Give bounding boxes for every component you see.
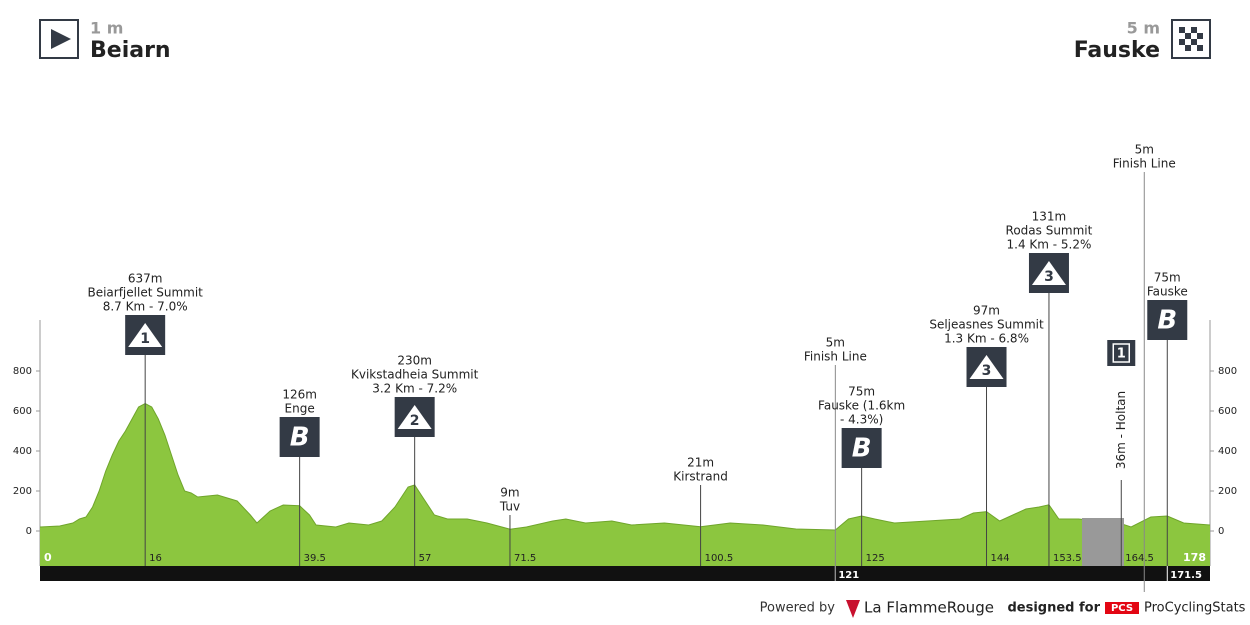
poi-label: Fauske xyxy=(1147,285,1188,299)
poi-label: - 4.3%) xyxy=(840,413,883,427)
start-name: Beiarn xyxy=(90,38,171,63)
poi-label: Tuv xyxy=(499,500,520,514)
start-arrow xyxy=(51,29,71,49)
elevation-line xyxy=(39,403,1211,531)
poi-label: Kirstrand xyxy=(673,470,728,484)
poi-label: Rodas Summit xyxy=(1006,224,1093,238)
designed-for: designed for xyxy=(1007,601,1100,616)
km-label: 0 xyxy=(44,551,52,564)
elevation-area xyxy=(40,403,1210,566)
poi-label: 75m xyxy=(848,385,875,399)
start-icon xyxy=(39,19,79,59)
poi-label: 21m xyxy=(687,456,714,470)
km-label: 39.5 xyxy=(304,553,326,564)
y-tick-label: 0 xyxy=(26,526,32,537)
y-tick-label: 200 xyxy=(13,486,32,497)
bonus-icon: B xyxy=(1157,306,1177,336)
climb-category: 1 xyxy=(140,331,150,347)
poi-icon xyxy=(841,428,882,468)
km-label: 144 xyxy=(991,553,1010,564)
km-label: 178 xyxy=(1183,551,1206,564)
poi-label: Fauske (1.6km xyxy=(818,399,905,413)
km-label-lower: 171.5 xyxy=(1170,570,1202,581)
y-tick-label: 800 xyxy=(13,366,32,377)
flame-logo xyxy=(846,600,860,618)
poi-icon xyxy=(279,417,320,457)
poi-label: 637m xyxy=(128,272,163,286)
y-tick-label: 400 xyxy=(1218,446,1237,457)
km-label: 153.5 xyxy=(1053,553,1082,564)
brand: La FlammeRouge xyxy=(864,599,994,617)
km-label: 71.5 xyxy=(514,553,536,564)
poi-label: 126m xyxy=(282,388,317,402)
y-tick-label: 600 xyxy=(1218,406,1237,417)
bonus-icon: B xyxy=(852,434,872,464)
finish-name: Fauske xyxy=(1074,38,1160,63)
plot: 0 0 200 200 400 400 600 600 800 800 xyxy=(13,320,1237,566)
climb-triangle xyxy=(397,405,432,429)
y-tick-label: 200 xyxy=(1218,486,1237,497)
y-tick-label: 400 xyxy=(13,446,32,457)
y-tick-label: 0 xyxy=(1218,526,1224,537)
climb-triangle xyxy=(128,323,163,347)
poi-label: 1.3 Km - 6.8% xyxy=(944,332,1029,346)
poi-label: 75m xyxy=(1154,271,1181,285)
poi-label: 3.2 Km - 7.2% xyxy=(372,382,457,396)
km-label: 164.5 xyxy=(1125,553,1154,564)
poi-label: Kvikstadheia Summit xyxy=(351,368,479,382)
poi-label: 36m - Holtan xyxy=(1114,391,1128,469)
poi-label: Enge xyxy=(285,402,315,416)
poi-label: 8.7 Km - 7.0% xyxy=(103,300,188,314)
overlay: 0 16 39.5 57 71.5 100.5 125 144 153.5 164.5 178121… xyxy=(44,143,1206,592)
y-tick-label: 800 xyxy=(1218,366,1237,377)
climb-category: 3 xyxy=(982,363,992,379)
km-label: 57 xyxy=(419,553,432,564)
bonus-icon: B xyxy=(290,423,310,453)
poi-label: Finish Line xyxy=(804,350,867,364)
poi-label: 5m xyxy=(826,336,845,350)
distance-bar xyxy=(40,566,1210,581)
circuit-section xyxy=(1082,518,1124,566)
km-label: 125 xyxy=(866,553,885,564)
poi-label: 1.4 Km - 5.2% xyxy=(1007,238,1092,252)
start-altitude: 1 m xyxy=(90,19,123,38)
poi-label: Finish Line xyxy=(1113,157,1176,171)
km-label-lower: 121 xyxy=(838,570,859,581)
climb-category: 2 xyxy=(410,413,420,429)
poi-label: Seljeasnes Summit xyxy=(929,318,1044,332)
poi-label: Beiarfjellet Summit xyxy=(87,286,203,300)
finish-altitude: 5 m xyxy=(1127,19,1160,38)
pcs-logo: PCS xyxy=(1111,603,1133,614)
poi-label: 5m xyxy=(1135,143,1154,157)
km-label: 100.5 xyxy=(705,553,734,564)
pcs-logo-bg xyxy=(1105,602,1139,614)
sprint-number: 1 xyxy=(1117,347,1126,362)
poi-label: 97m xyxy=(973,304,1000,318)
powered-by: Powered by xyxy=(760,601,836,616)
poi-label: 131m xyxy=(1032,210,1067,224)
finish-flag xyxy=(1179,27,1203,51)
site-name: ProCyclingStats xyxy=(1144,601,1246,616)
climb-triangle xyxy=(1031,261,1066,285)
poi-icon xyxy=(1147,300,1188,340)
y-tick-label: 600 xyxy=(13,406,32,417)
km-label: 16 xyxy=(149,553,162,564)
sprint-icon-border xyxy=(1112,343,1131,363)
poi-label: 230m xyxy=(397,354,432,368)
climb-category: 3 xyxy=(1044,269,1054,285)
poi-label: 9m xyxy=(500,486,519,500)
climb-triangle xyxy=(969,355,1004,379)
